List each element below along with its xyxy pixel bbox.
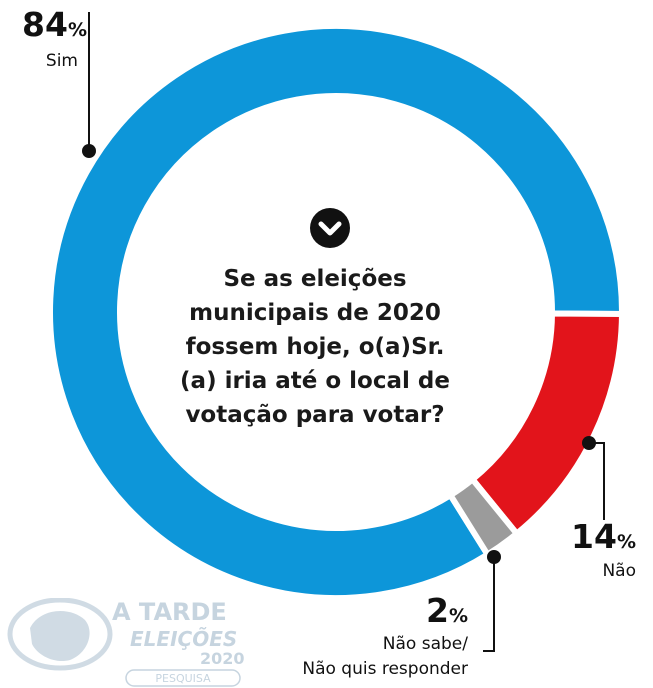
chart-question: Se as eleições municipais de 2020 fossem… — [180, 266, 450, 428]
leader-dot-sim — [82, 144, 96, 158]
label-nao-number: 14 — [571, 517, 617, 556]
slice-nao — [468, 310, 626, 538]
leader-dot-nao — [582, 436, 596, 450]
donut-slices — [47, 23, 626, 601]
leader-line-nao — [589, 442, 605, 520]
a-tarde-eleicoes-logo: A TARDE ELEIÇÕES 2020 PESQUISA — [7, 598, 245, 687]
leader-line-nao-sabe — [483, 557, 495, 652]
logo-year: 2020 — [200, 649, 245, 668]
logo-tag: PESQUISA — [155, 672, 211, 685]
logo-brand: A TARDE — [112, 598, 227, 626]
label-sim-percent: % — [68, 19, 87, 41]
chevron-down-icon — [310, 208, 350, 248]
leader-dot-nao-sabe — [487, 550, 501, 564]
slice-sim — [47, 23, 625, 601]
label-nao-sabe-line1: Não sabe/ — [383, 634, 468, 654]
label-sim-number: 84 — [22, 5, 68, 44]
label-sim-value: 84% — [22, 5, 87, 44]
label-nao-sabe-number: 2 — [426, 591, 449, 630]
label-nao-sabe-value: 2% — [426, 591, 468, 630]
label-nao-sabe-line2: Não quis responder — [302, 659, 468, 679]
label-sim-text: Sim — [46, 51, 78, 71]
label-nao-text: Não — [602, 561, 636, 581]
logo-product: ELEIÇÕES — [130, 627, 237, 651]
label-nao-sabe-percent: % — [449, 605, 468, 627]
slice-nao-sabe — [446, 475, 521, 559]
label-nao-percent: % — [617, 531, 636, 553]
label-nao-value: 14% — [571, 517, 636, 556]
leader-lines — [82, 12, 605, 652]
